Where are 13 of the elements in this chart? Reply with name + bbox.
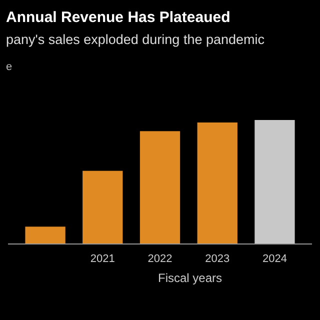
x-tick-label: 2024	[262, 253, 287, 265]
x-tick-label: 2023	[205, 253, 230, 265]
bar	[82, 170, 123, 244]
x-tick-label: 2022	[148, 253, 172, 265]
bar	[140, 131, 180, 244]
bar	[254, 120, 295, 244]
y-axis-title: e	[6, 61, 12, 73]
x-axis-title: Fiscal years	[158, 271, 222, 285]
bar	[197, 122, 238, 244]
bar	[25, 226, 66, 244]
chart-subtitle: pany's sales exploded during the pandemic	[6, 32, 265, 47]
chart-title: Annual Revenue Has Plateaued	[6, 9, 230, 26]
x-tick-label: 2021	[90, 253, 115, 265]
